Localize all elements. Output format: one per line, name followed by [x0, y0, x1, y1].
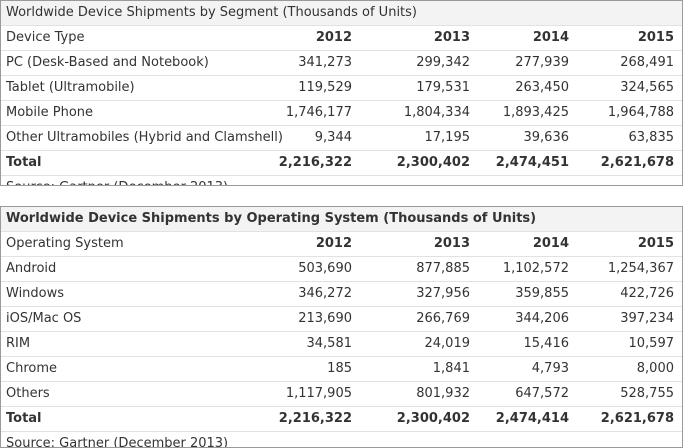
total-value: 2,474,451: [495, 155, 569, 170]
total-value: 2,621,678: [600, 411, 674, 426]
row-value: 647,572: [515, 386, 569, 401]
row-value: 1,804,334: [403, 105, 470, 120]
year-header-2015: 2015: [637, 236, 674, 251]
table-row: RIM 34,581 24,019 15,416 10,597: [1, 332, 682, 357]
row-value: 346,272: [298, 286, 352, 301]
row-label: PC (Desk-Based and Notebook): [6, 55, 209, 70]
row-value: 266,769: [416, 311, 470, 326]
total-value: 2,474,414: [495, 411, 569, 426]
year-header-2012: 2012: [315, 236, 352, 251]
segment-total-row: Total 2,216,322 2,300,402 2,474,451 2,621,67…: [1, 151, 682, 176]
table-row: Windows 346,272 327,956 359,855 422,726: [1, 282, 682, 307]
segment-source-row: Source: Gartner (December 2013): [1, 176, 682, 185]
row-value: 63,835: [628, 130, 675, 145]
row-label: Android: [6, 261, 57, 276]
row-label: Others: [6, 386, 50, 401]
segment-header-row: Device Type 2012 2013 2014 2015: [1, 26, 682, 51]
os-title-row: Worldwide Device Shipments by Operating …: [1, 207, 682, 232]
row-value: 422,726: [620, 286, 674, 301]
table-row: Chrome 185 1,841 4,793 8,000: [1, 357, 682, 382]
row-value: 1,964,788: [607, 105, 674, 120]
row-value: 185: [327, 361, 352, 376]
row-value: 1,746,177: [285, 105, 352, 120]
row-value: 119,529: [298, 80, 352, 95]
row-value: 341,273: [298, 55, 352, 70]
row-value: 528,755: [620, 386, 674, 401]
row-value: 324,565: [620, 80, 674, 95]
row-value: 15,416: [523, 336, 570, 351]
row-value: 8,000: [636, 361, 674, 376]
table-row: Other Ultramobiles (Hybrid and Clamshell…: [1, 126, 682, 151]
table-row: Tablet (Ultramobile) 119,529 179,531 263,45…: [1, 76, 682, 101]
row-label: Other Ultramobiles (Hybrid and Clamshell…: [6, 130, 283, 145]
os-source-row: Source: Gartner (December 2013): [1, 432, 682, 448]
row-value: 1,841: [432, 361, 470, 376]
year-header-2015: 2015: [637, 30, 674, 45]
row-value: 877,885: [416, 261, 470, 276]
row-value: 1,254,367: [607, 261, 674, 276]
row-value: 801,932: [416, 386, 470, 401]
year-header-2013: 2013: [433, 30, 470, 45]
row-label: Windows: [6, 286, 65, 301]
table-row: Mobile Phone 1,746,177 1,804,334 1,893,425 1…: [1, 101, 682, 126]
segment-table-title: Worldwide Device Shipments by Segment (T…: [6, 5, 417, 20]
segment-title-row: Worldwide Device Shipments by Segment (T…: [1, 1, 682, 26]
os-header-row: Operating System 2012 2013 2014 2015: [1, 232, 682, 257]
row-value: 17,195: [424, 130, 471, 145]
source-note: Source: Gartner (December 2013): [6, 436, 229, 448]
row-value: 213,690: [298, 311, 352, 326]
row-value: 359,855: [515, 286, 569, 301]
row-value: 10,597: [628, 336, 675, 351]
table-row: Android 503,690 877,885 1,102,572 1,254,367: [1, 257, 682, 282]
row-value: 34,581: [306, 336, 353, 351]
year-header-2013: 2013: [433, 236, 470, 251]
os-table: Worldwide Device Shipments by Operating …: [0, 206, 683, 448]
row-value: 179,531: [416, 80, 470, 95]
row-value: 344,206: [515, 311, 569, 326]
row-label: Mobile Phone: [6, 105, 94, 120]
os-table-title: Worldwide Device Shipments by Operating …: [6, 211, 537, 226]
table-row: PC (Desk-Based and Notebook) 341,273 299,3…: [1, 51, 682, 76]
row-value: 299,342: [416, 55, 470, 70]
total-label: Total: [6, 411, 42, 426]
row-value: 503,690: [298, 261, 352, 276]
row-value: 1,893,425: [502, 105, 569, 120]
row-value: 39,636: [523, 130, 570, 145]
row-value: 9,344: [314, 130, 352, 145]
total-value: 2,300,402: [396, 411, 470, 426]
total-value: 2,216,322: [278, 411, 352, 426]
row-value: 4,793: [531, 361, 569, 376]
row-label: iOS/Mac OS: [6, 311, 82, 326]
table-row: iOS/Mac OS 213,690 266,769 344,206 397,234: [1, 307, 682, 332]
row-label: RIM: [6, 336, 31, 351]
os-header-label: Operating System: [6, 236, 124, 251]
total-value: 2,216,322: [278, 155, 352, 170]
row-value: 263,450: [515, 80, 569, 95]
year-header-2014: 2014: [532, 30, 569, 45]
segment-table: Worldwide Device Shipments by Segment (T…: [0, 0, 683, 186]
row-value: 277,939: [515, 55, 569, 70]
row-value: 397,234: [620, 311, 674, 326]
row-label: Chrome: [6, 361, 57, 376]
segment-header-label: Device Type: [6, 30, 85, 45]
row-value: 24,019: [424, 336, 471, 351]
row-label: Tablet (Ultramobile): [6, 80, 135, 95]
row-value: 1,117,905: [285, 386, 352, 401]
total-label: Total: [6, 155, 42, 170]
year-header-2012: 2012: [315, 30, 352, 45]
source-note: Source: Gartner (December 2013): [6, 176, 228, 185]
os-total-row: Total 2,216,322 2,300,402 2,474,414 2,621,67…: [1, 407, 682, 432]
row-value: 1,102,572: [502, 261, 569, 276]
row-value: 268,491: [620, 55, 674, 70]
total-value: 2,621,678: [600, 155, 674, 170]
table-row: Others 1,117,905 801,932 647,572 528,755: [1, 382, 682, 407]
total-value: 2,300,402: [396, 155, 470, 170]
row-value: 327,956: [416, 286, 470, 301]
year-header-2014: 2014: [532, 236, 569, 251]
